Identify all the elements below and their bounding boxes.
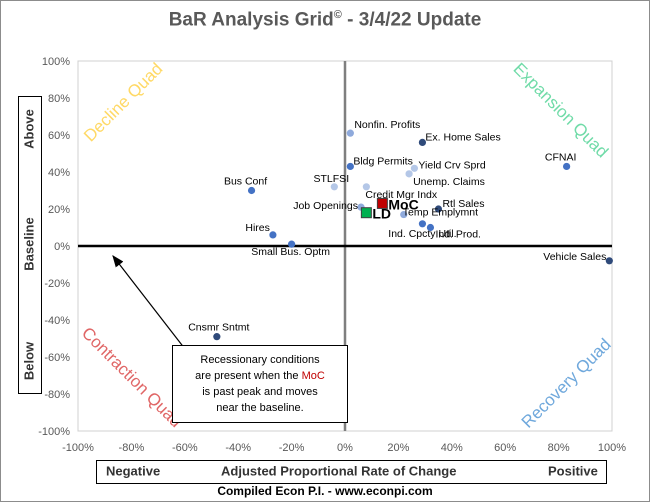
y-tick-label: -100% xyxy=(38,426,70,438)
footer-credit: Compiled Econ P.I. - www.econpi.com xyxy=(217,484,433,498)
point-label-ind-cpcty-util: Ind. Cpcty Util. xyxy=(388,228,456,240)
point-label-temp-emplymnt: Temp Emplymnt xyxy=(403,207,478,219)
y-side-box xyxy=(18,96,42,394)
x-tick-label: -100% xyxy=(62,442,94,454)
point-label-job-openings: Job Openings xyxy=(293,200,358,212)
y-tick-label: 100% xyxy=(42,56,70,68)
point-label-ld: LD xyxy=(372,206,391,222)
point-temp-emplymnt xyxy=(400,210,408,219)
point-unemp-claims xyxy=(405,170,413,178)
quadrant-label-recovery: Recovery Quad xyxy=(518,335,615,432)
y-tick-label: 20% xyxy=(48,204,70,216)
y-tick-label: 80% xyxy=(48,93,70,105)
x-tick-label: 40% xyxy=(441,442,463,454)
point-label-credit-mgr-indx: Credit Mgr Indx xyxy=(365,189,438,201)
point-bus-conf xyxy=(247,186,256,195)
y-tick-label: 60% xyxy=(48,130,70,142)
point-label-hires: Hires xyxy=(245,222,270,234)
quadrant-label-contraction: Contraction Quad xyxy=(78,323,186,431)
point-small-bus-optm xyxy=(288,240,296,248)
x-tick-label: 60% xyxy=(494,442,516,454)
x-side-box xyxy=(96,460,607,484)
chart-title: BaR Analysis Grid© - 3/4/22 Update xyxy=(168,9,482,31)
point-label-vehicle-sales: Vehicle Sales xyxy=(543,251,606,263)
point-stlfsi xyxy=(330,183,338,191)
point-cnsmr-sntmt xyxy=(213,333,221,341)
x-tick-label: 80% xyxy=(548,442,570,454)
y-tick-label: 40% xyxy=(48,167,70,179)
point-rtl-sales xyxy=(434,205,443,213)
x-side-negative: Negative xyxy=(106,463,161,479)
point-yield-crv-sprd xyxy=(410,164,419,172)
note-arrow xyxy=(112,255,186,350)
point-cfnai xyxy=(563,162,571,171)
y-side-baseline: Baseline xyxy=(21,217,37,271)
point-label-unemp-claims: Unemp. Claims xyxy=(413,176,485,188)
quadrant-label-decline: Decline Quad xyxy=(80,59,166,145)
point-label-moc: MoC xyxy=(388,196,418,212)
x-axis-title: Adjusted Proportional Rate of Change xyxy=(221,463,457,479)
y-tick-label: 0% xyxy=(54,241,70,253)
y-side-above: Above xyxy=(21,109,37,149)
y-tick-label: -80% xyxy=(44,389,70,401)
point-label-stlfsi: STLFSI xyxy=(314,173,350,185)
point-label-cnsmr-sntmt: Cnsmr Sntmt xyxy=(188,322,249,334)
point-credit-mgr-indx xyxy=(362,183,370,191)
quadrant-label-expansion: Expansion Quad xyxy=(510,59,612,161)
point-label-rtl-sales: Rtl Sales xyxy=(442,198,484,210)
point-nonfin-profits xyxy=(346,129,354,137)
x-tick-label: -60% xyxy=(172,442,198,454)
x-tick-label: 100% xyxy=(598,442,626,454)
x-tick-label: -20% xyxy=(279,442,305,454)
x-side-positive: Positive xyxy=(548,463,598,479)
x-tick-label: 0% xyxy=(337,442,353,454)
y-tick-label: -60% xyxy=(44,352,70,364)
point-hires xyxy=(269,231,277,239)
marker-moc xyxy=(376,197,388,209)
point-label-yield-crv-sprd: Yield Crv Sprd xyxy=(418,159,485,171)
y-tick-label: -40% xyxy=(44,315,70,327)
y-side-below: Below xyxy=(21,341,37,381)
x-tick-label: 20% xyxy=(387,442,409,454)
y-tick-label: -20% xyxy=(44,278,70,290)
point-label-bus-conf: Bus Conf xyxy=(224,176,267,188)
point-ex-home-sales xyxy=(418,138,427,146)
point-ind-prod xyxy=(426,223,435,232)
x-tick-label: -80% xyxy=(119,442,145,454)
point-label-bldg-permits: Bldg Permits xyxy=(353,155,413,167)
point-label-ind-prod: Ind. Prod. xyxy=(435,229,481,241)
marker-ld xyxy=(360,207,372,219)
point-label-small-bus-optm: Small Bus. Optm xyxy=(251,246,330,258)
recession-note: Recessionary conditions are present when… xyxy=(172,345,348,423)
point-label-nonfin-profits: Nonfin. Profits xyxy=(354,119,420,131)
x-tick-label: -40% xyxy=(225,442,251,454)
point-label-ex-home-sales: Ex. Home Sales xyxy=(425,131,500,143)
point-bldg-permits xyxy=(346,162,354,171)
point-label-cfnai: CFNAI xyxy=(545,151,577,163)
point-vehicle-sales xyxy=(605,257,613,265)
point-ind-cpcty-util xyxy=(418,220,427,228)
